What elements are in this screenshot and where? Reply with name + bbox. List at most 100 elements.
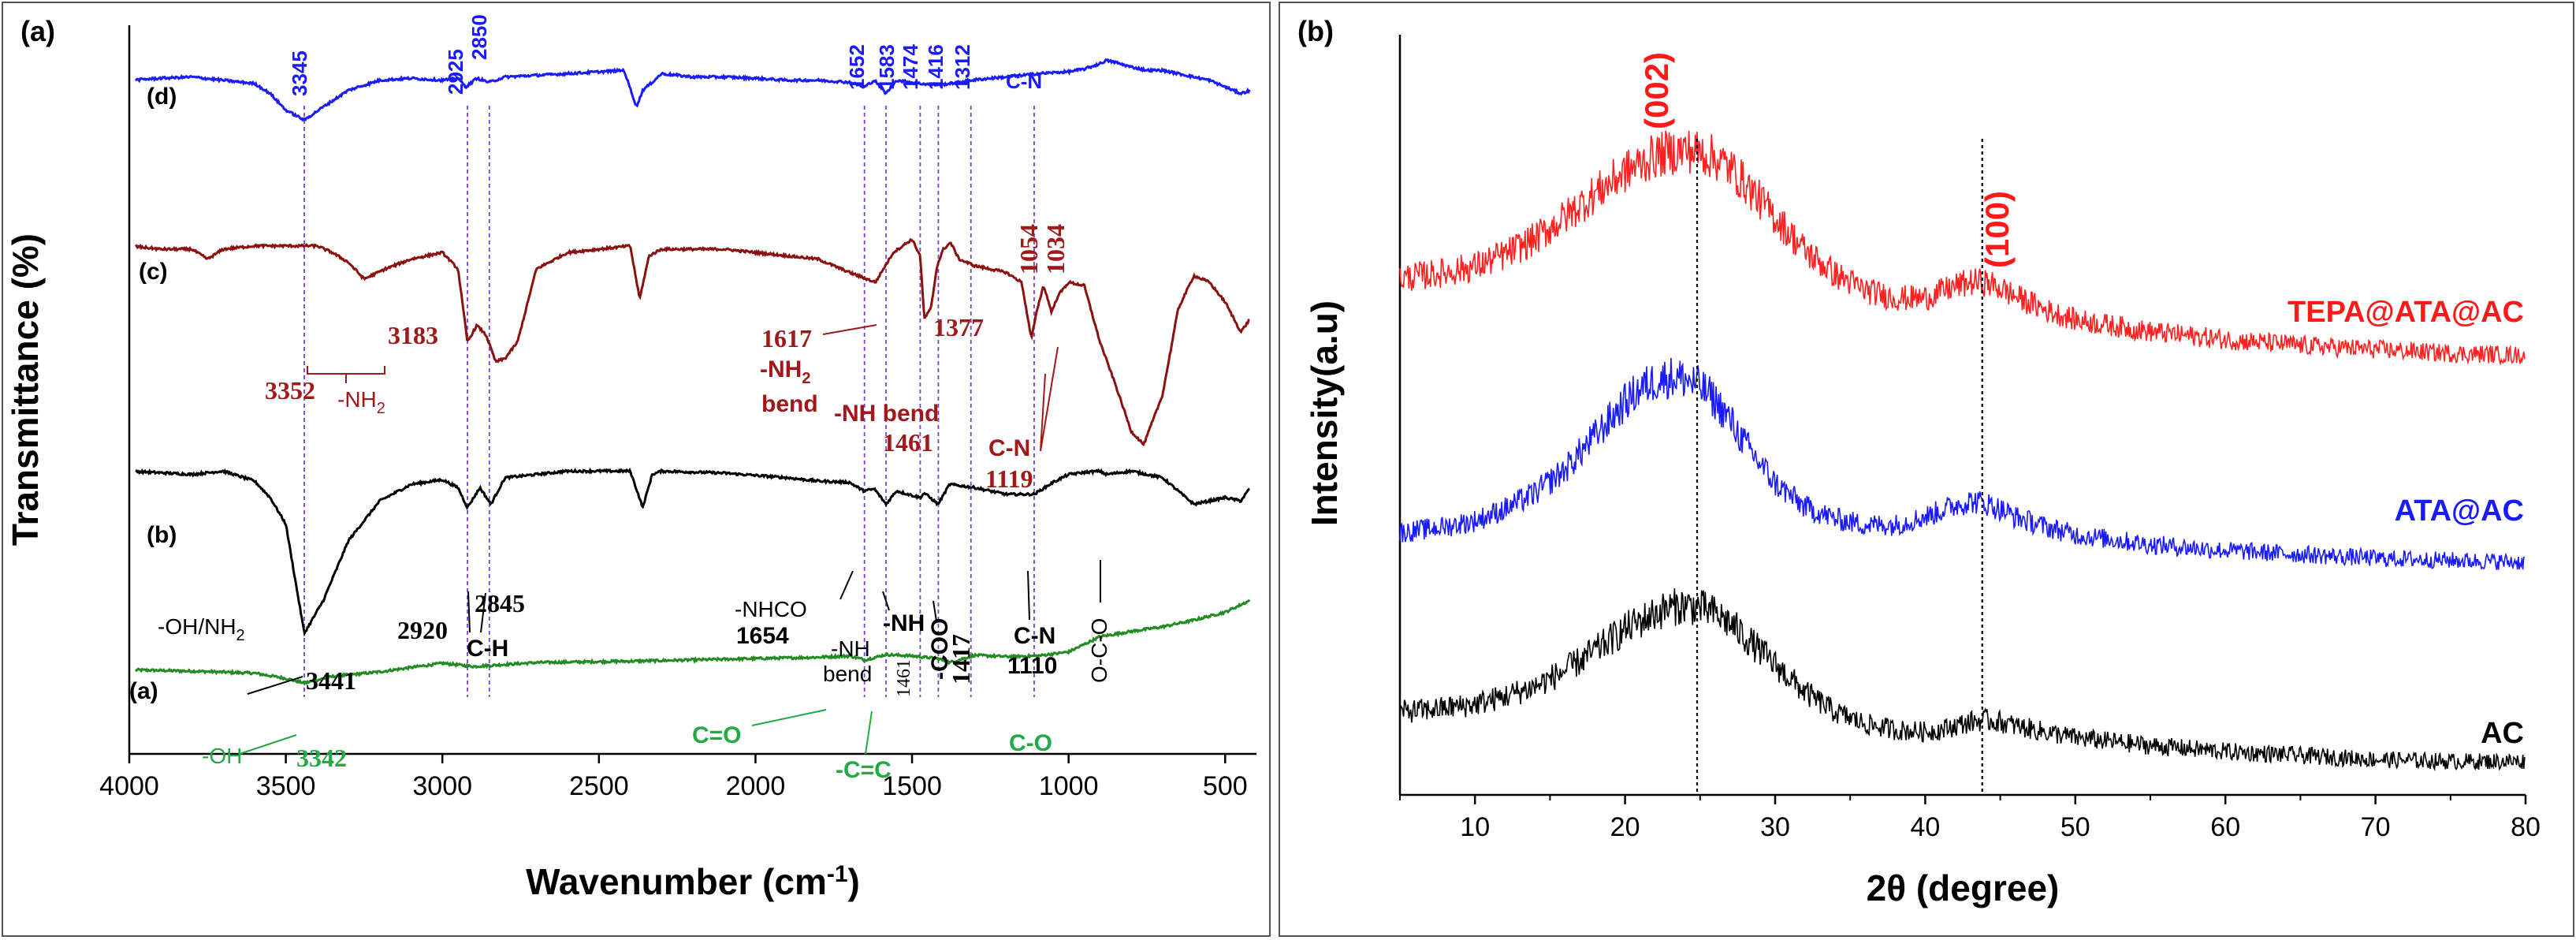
ann-c-cn: C-N xyxy=(988,435,1030,461)
ann-a-3342: 3342 xyxy=(296,744,347,772)
ftir-x-tick-label: 1500 xyxy=(882,771,942,801)
ann-b-cn: C-N xyxy=(1014,623,1055,649)
ann-c-1034: 1034 xyxy=(1041,224,1070,274)
ann-a-oh: -OH xyxy=(202,744,242,768)
ann-b-1654: 1654 xyxy=(736,623,789,649)
xrd-x-tick-label: 40 xyxy=(1910,812,1940,842)
ftir-series-d xyxy=(134,58,1251,122)
xrd-series-label-ata: ATA@AC xyxy=(2395,494,2524,528)
ann-b-oco: O-C-O xyxy=(1087,618,1111,683)
ann-a-co: C-O xyxy=(1009,730,1052,756)
xrd-x-tick-label: 10 xyxy=(1460,812,1490,842)
ann-c-cn-leader-1 xyxy=(1040,373,1046,452)
xrd-series-ata-ac xyxy=(1399,357,2526,570)
curve-label-b: (b) xyxy=(147,522,177,548)
ann-a-co-double: C=O xyxy=(692,722,742,748)
ann-d-2850: 2850 xyxy=(467,14,491,60)
panel-a-label: (a) xyxy=(20,15,55,47)
ann-c-3183: 3183 xyxy=(388,321,438,349)
ann-b-2845: 2845 xyxy=(475,589,525,617)
ann-b-ch-leader-1 xyxy=(467,591,471,633)
xrd-x-tick-label: 50 xyxy=(2060,812,2090,842)
ann-b-ohnh2-sub: 2 xyxy=(236,627,245,644)
ann-b-nhco: -NHCO xyxy=(735,597,807,621)
ann-a-cc-double-leader xyxy=(865,711,873,755)
ann-d-1474: 1474 xyxy=(899,44,922,90)
ftir-x-tick-label: 1000 xyxy=(1039,771,1099,801)
xrd-series-label-ac: AC xyxy=(2481,717,2524,750)
xrd-peak-label-100: (100) xyxy=(1979,191,2016,268)
ann-a-oh-leader xyxy=(239,734,297,755)
ann-d-1652: 1652 xyxy=(845,44,869,90)
ann-b-coo-leader xyxy=(932,600,937,622)
ann-a-cc-double: -C=C xyxy=(836,757,892,783)
ann-b-1461: 1461 xyxy=(894,659,914,697)
ann-d-cn: C-N xyxy=(1006,69,1042,93)
ann-c-nh-bend: -NH bend xyxy=(834,401,939,427)
ann-c-nh2: -NH2 xyxy=(337,387,385,417)
ann-b-coo: -COO xyxy=(927,618,953,680)
ann-c-nh2-sub: 2 xyxy=(377,400,385,417)
ftir-x-axis-title-main: Wavenumber (cm xyxy=(526,861,827,902)
ann-b-ch: C-H xyxy=(467,636,508,662)
ann-b-3441: 3441 xyxy=(306,666,356,695)
ftir-panel: (a) 4000 3500 3000 2500 2000 1500 1000 500 Tran… xyxy=(2,2,1271,937)
xrd-series-label-tepa: TEPA@ATA@AC xyxy=(2288,296,2524,329)
panel-b-label: (b) xyxy=(1297,15,1334,47)
curve-d-annotations: 3345 2925 2850 1652 1583 1474 1416 1312 … xyxy=(288,14,1042,96)
ann-c-1119: 1119 xyxy=(985,464,1033,493)
ftir-chart: (a) 4000 3500 3000 2500 2000 1500 1000 500 Tran… xyxy=(5,14,1256,902)
ann-c-bend: bend xyxy=(761,391,818,417)
curve-label-d: (d) xyxy=(147,84,177,110)
ann-c-1377: 1377 xyxy=(933,313,984,341)
ann-c-nh2-bracket xyxy=(307,366,385,383)
ann-d-2925: 2925 xyxy=(444,49,467,95)
ann-a-co-double-leader xyxy=(751,709,827,726)
ann-b-ch-leader-2 xyxy=(480,592,486,633)
xrd-x-tick-label: 30 xyxy=(1760,812,1790,842)
xrd-x-axis-title: 2θ (degree) xyxy=(1867,867,2060,908)
ann-c-3352: 3352 xyxy=(265,376,315,405)
ann-c-1617: 1617 xyxy=(761,324,812,352)
ann-b-ohnh2: -OH/NH2 xyxy=(158,614,245,644)
xrd-y-axis-title: Intensity(a.u) xyxy=(1304,300,1345,526)
ann-d-1312: 1312 xyxy=(951,44,974,90)
ann-c-1461: 1461 xyxy=(883,428,933,457)
ann-c-nh2-main: -NH xyxy=(337,387,377,412)
xrd-series-ac xyxy=(1399,588,2526,772)
xrd-peak-label-002: (002) xyxy=(1638,52,1675,129)
ftir-series-b xyxy=(135,467,1250,637)
ann-c-nh2-bend-sub: 2 xyxy=(802,370,810,387)
ann-c-nh2-bend-main: -NH xyxy=(760,356,802,382)
ann-b-3441-leader xyxy=(247,676,303,695)
ftir-x-tick-label: 3000 xyxy=(412,771,472,801)
curve-label-a: (a) xyxy=(129,678,158,704)
ftir-y-axis-title: Transmittance (%) xyxy=(5,233,46,546)
xrd-panel: (b) 10 20 30 40 50 60 70 80 Intensity(a.u) 2θ (… xyxy=(1279,2,2574,937)
ann-c-1617-leader xyxy=(822,324,877,335)
ann-c-1054: 1054 xyxy=(1014,224,1043,274)
ftir-series-a xyxy=(134,599,1251,686)
ann-d-1583: 1583 xyxy=(875,44,899,90)
ftir-x-tick-label: 2500 xyxy=(569,771,629,801)
ftir-x-tick-label: 500 xyxy=(1203,771,1248,801)
ann-b-nhco-leader xyxy=(839,570,854,600)
ann-b-cn-leader xyxy=(1027,570,1030,621)
ftir-x-tick-label: 2000 xyxy=(726,771,786,801)
xrd-x-tick-label: 70 xyxy=(2361,812,2391,842)
ann-b-1110: 1110 xyxy=(1007,653,1057,679)
xrd-chart: (b) 10 20 30 40 50 60 70 80 Intensity(a.u) 2θ (… xyxy=(1297,15,2541,908)
xrd-x-tick-label: 80 xyxy=(2511,812,2541,842)
ann-c-nh2-bend: -NH2 xyxy=(760,356,810,387)
xrd-series-tepa-ata-ac xyxy=(1399,130,2526,366)
ftir-x-tick-label: 4000 xyxy=(99,771,159,801)
ftir-x-tick-label: 3500 xyxy=(256,771,316,801)
ann-b-nh-leader xyxy=(882,591,890,611)
xrd-x-tick-label: 60 xyxy=(2210,812,2240,842)
ann-b-nh-bend-1: -NH xyxy=(831,636,870,661)
curve-a-annotations: -OH 3342 C=O -C=C C-O xyxy=(202,709,1052,783)
ann-d-1416: 1416 xyxy=(924,44,947,90)
curve-c-annotations: 3183 3352 -NH2 1617 -NH2 bend -NH bend 1… xyxy=(265,224,1070,493)
curve-b-annotations: 2920 2845 C-H -OH/NH2 3441 -NHCO 1654 -N… xyxy=(158,560,1111,697)
ann-b-nh-bend-2: bend xyxy=(823,662,872,686)
